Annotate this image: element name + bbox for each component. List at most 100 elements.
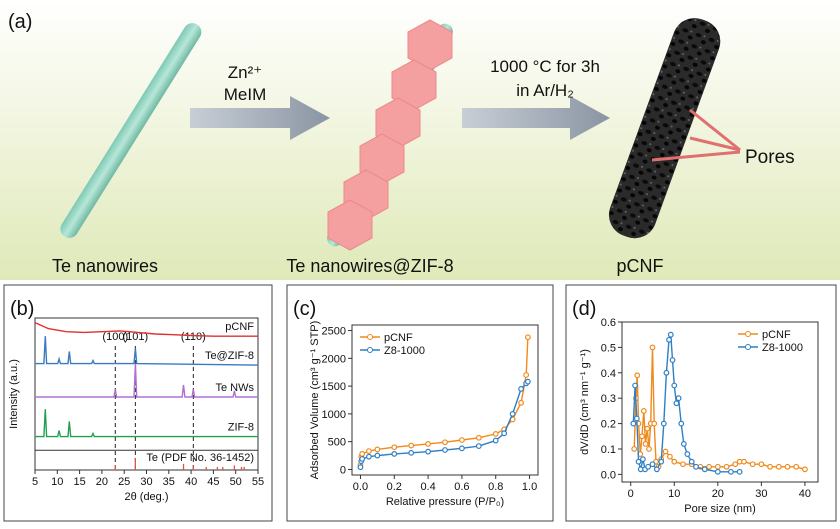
y-axis-label: Adsorbed Volume (cm³ g⁻¹ STP) [309,321,321,480]
series-marker [658,458,665,465]
y-tick-label: 500 [328,437,346,449]
caption: pCNF [616,256,663,276]
x-tick-label: 25 [118,476,130,488]
step-text: in Ar/H₂ [516,81,574,100]
series-marker [640,456,646,463]
series-marker [714,463,721,470]
series-marker [723,463,730,470]
series-marker [475,443,482,450]
series-marker [653,466,660,473]
series-marker [459,445,465,452]
zif-wire [327,19,453,251]
x-tick-label: 55 [252,476,264,488]
x-tick-label: 40 [799,488,811,500]
legend-label: Z8-1000 [762,342,803,354]
x-tick-label: 45 [207,476,219,488]
x-tick-label: 1.0 [522,481,537,493]
panel-label: (a) [8,11,32,33]
step-text: Zn²⁺ [228,63,262,82]
guide-label: (100) [102,331,128,343]
series-marker [366,453,372,460]
series-marker [523,372,530,378]
x-axis-label: 2θ (deg.) [124,491,168,503]
series-marker [701,466,708,473]
x-tick-label: 20 [96,476,108,488]
series-marker [635,458,642,465]
y-tick-label: 2000 [322,353,346,365]
series-marker [634,372,641,379]
plot-frame [621,321,819,483]
series-marker [492,430,499,437]
series-marker [673,400,680,407]
series-marker [741,458,747,465]
panel-frame [3,284,273,522]
series-marker [678,420,685,427]
x-tick-label: 50 [230,476,242,488]
legend-marker [745,344,751,350]
panel-a: (a) Zn²⁺ MeIM 1000 °C for 3h in Ar/H₂ Po… [8,11,795,276]
series-label: Te@ZIF-8 [205,350,254,362]
series-marker [714,468,721,475]
series-marker [374,452,381,459]
series-marker [645,463,652,470]
panel-label: (b) [10,298,34,320]
series-marker [675,395,682,402]
series-marker [630,420,637,427]
x-tick-label: 30 [755,488,767,500]
series-marker [442,439,448,446]
x-tick-label: 5 [32,476,38,488]
series-marker [374,446,381,453]
legend-label: Z8-1000 [384,345,425,357]
series-marker [633,415,640,422]
series-marker [475,434,482,441]
panel-frame [286,284,554,522]
series-marker [749,461,756,468]
pore-arrows [651,108,741,162]
series-marker [408,449,415,456]
caption: Te nanowires [52,256,158,276]
legend-label: pCNF [384,332,413,344]
legend-marker [367,347,373,353]
x-tick-label: 0 [628,488,634,500]
guide-label: (110) [181,331,206,343]
series-marker [793,463,800,470]
series-line [35,336,259,366]
y-tick-label: 0.0 [601,469,616,481]
series-marker [669,357,676,363]
x-tick-label: 20 [712,488,724,500]
x-tick-label: 0.4 [420,481,435,493]
arrow [190,96,330,140]
pores-label: Pores [745,147,795,168]
series-marker [631,446,638,452]
arrow [462,96,610,140]
series-marker [639,433,645,440]
y-tick-label: 0.4 [601,368,616,380]
nanowire [60,23,202,238]
x-tick-label: 10 [668,488,680,500]
series-marker [518,385,524,392]
panel-label: (d) [572,298,596,320]
series-marker [784,463,791,470]
series-marker [649,344,656,351]
series-marker [524,334,531,341]
series-line [34,321,258,337]
series-marker [632,382,638,389]
series-marker [408,442,415,449]
y-tick-label: 1000 [322,409,346,421]
series-marker [359,455,366,462]
y-tick-label: 0.1 [601,444,616,456]
series-marker [366,448,372,455]
caption: Te nanowires@ZIF-8 [286,256,453,276]
series-marker [667,453,673,460]
series-marker [663,369,670,376]
series-marker [727,468,734,475]
series-marker [646,446,652,452]
x-tick-label: 0.0 [353,481,368,493]
x-tick-label: 0.8 [488,481,503,493]
x-tick-label: 40 [185,476,197,488]
series-line [633,347,806,470]
legend-marker [367,334,373,340]
series-marker [775,463,782,470]
x-axis-label: Relative pressure (P/P₀) [386,496,504,508]
series-marker [642,441,649,447]
